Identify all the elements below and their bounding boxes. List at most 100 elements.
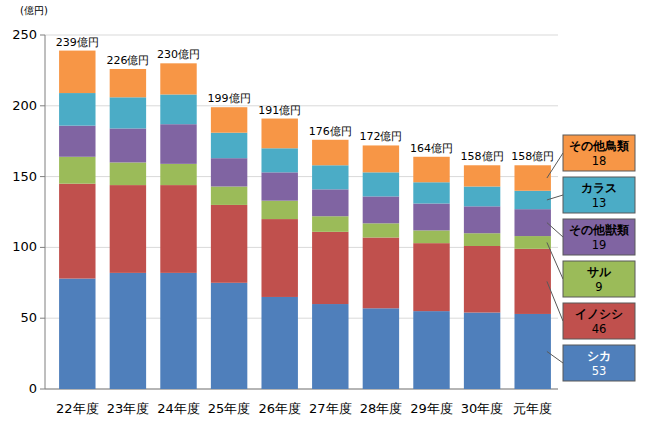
tick-label: 150 — [12, 169, 37, 184]
legend-label: サル — [587, 265, 612, 279]
axis-title: (億円) — [20, 5, 48, 16]
bar-segment — [312, 216, 348, 232]
category-label: 30年度 — [461, 401, 504, 416]
bar-segment — [464, 187, 500, 207]
bar-segment — [464, 313, 500, 389]
tick-mark — [40, 176, 45, 177]
bar-segment — [59, 184, 95, 279]
bar-segment — [261, 297, 297, 389]
bar-segment — [464, 206, 500, 233]
category-label: 27年度 — [309, 401, 352, 416]
tick-label: 50 — [20, 310, 37, 325]
callout-value: 13 — [592, 196, 607, 210]
bar-segment — [110, 128, 146, 162]
bar-segment — [211, 205, 247, 283]
bar-segment — [59, 93, 95, 126]
total-label: 199億円 — [208, 92, 251, 105]
bar-segment — [363, 237, 399, 308]
bar-segment — [261, 172, 297, 200]
bar-segment — [514, 191, 550, 209]
category-label: 24年度 — [157, 401, 200, 416]
bar-segment — [312, 165, 348, 189]
bar-segment — [211, 283, 247, 389]
total-label: 164億円 — [410, 142, 453, 155]
total-label: 172億円 — [359, 130, 402, 143]
leader-line — [547, 242, 563, 279]
bar-segment — [110, 273, 146, 389]
tick-mark — [40, 247, 45, 248]
category-label: 元年度 — [513, 401, 552, 416]
tick-label: 200 — [12, 98, 37, 113]
total-label: 230億円 — [157, 48, 200, 61]
bar-segment — [261, 119, 297, 149]
bar-segment — [110, 162, 146, 185]
bar-segment — [363, 172, 399, 196]
bar-segment — [59, 157, 95, 184]
bar-segment — [160, 273, 196, 389]
bar-segment — [312, 304, 348, 389]
leader-line — [547, 281, 563, 321]
legend-label: その他鳥類 — [569, 139, 629, 153]
bar-segment — [261, 148, 297, 172]
callout-box — [563, 345, 635, 381]
total-label: 226億円 — [106, 54, 149, 67]
bar-segment — [312, 140, 348, 165]
category-label: 29年度 — [410, 401, 453, 416]
bar-segment — [59, 51, 95, 93]
callout-value: 46 — [592, 322, 607, 336]
bar-segment — [514, 314, 550, 389]
total-label: 158億円 — [511, 150, 554, 163]
bar-segment — [160, 63, 196, 94]
callout-box — [563, 261, 635, 297]
grid-line — [45, 35, 558, 36]
leader-line — [547, 195, 563, 200]
bar-segment — [363, 308, 399, 389]
bar-segment — [160, 94, 196, 124]
bar-segment — [464, 233, 500, 246]
bar-segment — [261, 219, 297, 297]
bar-segment — [363, 196, 399, 223]
bar-segment — [211, 107, 247, 132]
total-label: 191億円 — [258, 104, 301, 117]
category-label: 22年度 — [56, 401, 99, 416]
total-label: 158億円 — [461, 150, 504, 163]
category-label: 28年度 — [360, 401, 403, 416]
y-axis — [45, 35, 46, 389]
callout-box — [563, 303, 635, 339]
tick-mark — [40, 318, 45, 319]
tick-label: 0 — [29, 381, 37, 396]
legend-label: イノシシ — [575, 307, 623, 321]
bar-segment — [514, 236, 550, 249]
bar-segment — [110, 185, 146, 273]
bar-segment — [514, 249, 550, 314]
callout-box — [563, 219, 635, 255]
total-label: 239億円 — [56, 36, 99, 49]
tick-mark — [40, 35, 45, 36]
bar-segment — [211, 133, 247, 158]
bars — [59, 51, 551, 389]
bar-segment — [211, 158, 247, 186]
bar-segment — [160, 185, 196, 273]
leader-line — [547, 223, 563, 237]
chart: 050100150200250(億円)22年度23年度24年度25年度26年度2… — [0, 0, 650, 428]
legend-label: その他獣類 — [569, 223, 629, 237]
tick-mark — [40, 105, 45, 106]
bar-segment — [363, 145, 399, 172]
callout-value: 19 — [592, 238, 607, 252]
bar-segment — [59, 126, 95, 157]
bar-segment — [413, 204, 449, 231]
bar-segment — [59, 279, 95, 389]
bar-segment — [464, 246, 500, 313]
tick-mark — [40, 389, 45, 390]
bar-segment — [363, 223, 399, 237]
bar-segment — [110, 97, 146, 128]
bar-segment — [464, 165, 500, 186]
total-label: 176億円 — [309, 125, 352, 138]
bar-segment — [160, 164, 196, 185]
category-label: 26年度 — [258, 401, 301, 416]
leader-line — [547, 351, 563, 363]
legend-label: カラス — [581, 181, 617, 195]
bar-segment — [413, 182, 449, 203]
bar-segment — [514, 209, 550, 236]
callout-value: 53 — [592, 364, 607, 378]
